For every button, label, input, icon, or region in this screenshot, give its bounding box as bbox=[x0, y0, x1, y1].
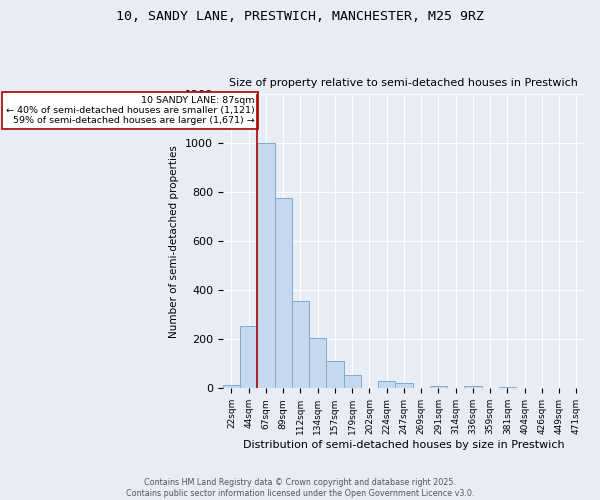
Bar bbox=[378, 381, 395, 388]
Bar bbox=[464, 386, 482, 388]
Bar bbox=[395, 384, 413, 388]
Bar bbox=[344, 375, 361, 388]
Bar bbox=[430, 386, 447, 388]
Bar bbox=[499, 387, 516, 388]
Bar bbox=[326, 362, 344, 388]
Text: 10 SANDY LANE: 87sqm
← 40% of semi-detached houses are smaller (1,121)
59% of se: 10 SANDY LANE: 87sqm ← 40% of semi-detac… bbox=[6, 96, 254, 126]
Title: Size of property relative to semi-detached houses in Prestwich: Size of property relative to semi-detach… bbox=[229, 78, 578, 88]
X-axis label: Distribution of semi-detached houses by size in Prestwich: Distribution of semi-detached houses by … bbox=[243, 440, 565, 450]
Bar bbox=[309, 338, 326, 388]
Text: 10, SANDY LANE, PRESTWICH, MANCHESTER, M25 9RZ: 10, SANDY LANE, PRESTWICH, MANCHESTER, M… bbox=[116, 10, 484, 23]
Bar bbox=[292, 302, 309, 388]
Bar bbox=[223, 384, 240, 388]
Text: Contains HM Land Registry data © Crown copyright and database right 2025.
Contai: Contains HM Land Registry data © Crown c… bbox=[126, 478, 474, 498]
Bar bbox=[275, 198, 292, 388]
Y-axis label: Number of semi-detached properties: Number of semi-detached properties bbox=[169, 145, 179, 338]
Bar bbox=[240, 326, 257, 388]
Bar bbox=[257, 144, 275, 388]
